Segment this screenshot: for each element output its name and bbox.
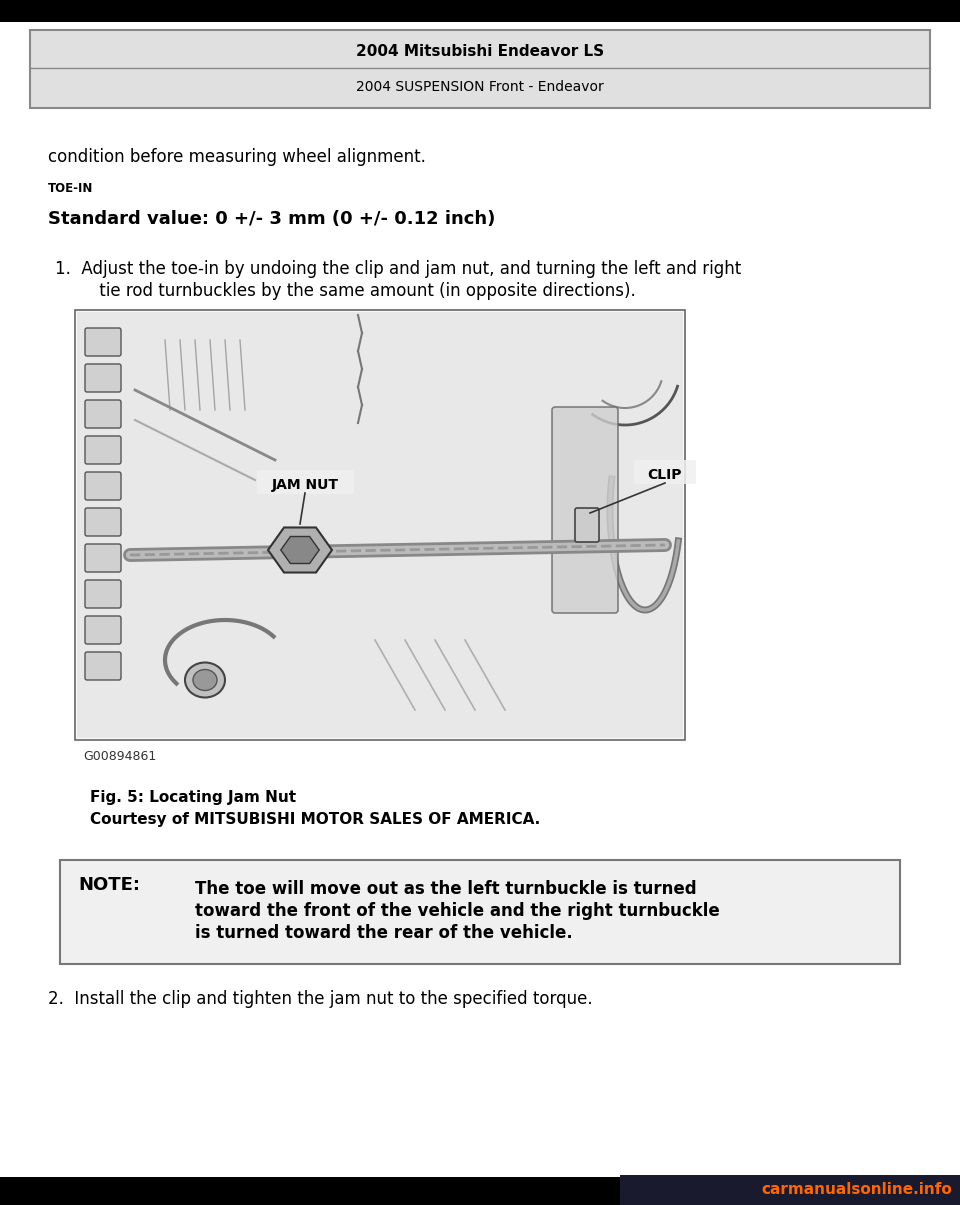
FancyBboxPatch shape (85, 616, 121, 643)
FancyBboxPatch shape (552, 407, 618, 613)
FancyBboxPatch shape (85, 543, 121, 572)
FancyBboxPatch shape (85, 652, 121, 680)
FancyBboxPatch shape (0, 0, 960, 22)
FancyBboxPatch shape (634, 460, 696, 484)
FancyBboxPatch shape (85, 509, 121, 536)
Text: The toe will move out as the left turnbuckle is turned: The toe will move out as the left turnbu… (195, 880, 697, 898)
FancyBboxPatch shape (85, 400, 121, 428)
Text: JAM NUT: JAM NUT (272, 478, 339, 492)
FancyBboxPatch shape (0, 1177, 960, 1205)
Text: G00894861: G00894861 (83, 750, 156, 763)
Ellipse shape (185, 663, 225, 698)
FancyBboxPatch shape (575, 509, 599, 542)
Ellipse shape (193, 670, 217, 690)
FancyBboxPatch shape (257, 470, 354, 494)
FancyBboxPatch shape (85, 364, 121, 392)
Text: Standard value: 0 +/- 3 mm (0 +/- 0.12 inch): Standard value: 0 +/- 3 mm (0 +/- 0.12 i… (48, 210, 495, 228)
FancyBboxPatch shape (85, 472, 121, 500)
FancyBboxPatch shape (620, 1175, 960, 1205)
FancyBboxPatch shape (85, 580, 121, 609)
Text: tie rod turnbuckles by the same amount (in opposite directions).: tie rod turnbuckles by the same amount (… (73, 282, 636, 300)
Text: carmanualsonline.info: carmanualsonline.info (761, 1182, 952, 1198)
Text: CLIP: CLIP (648, 468, 683, 482)
Text: 2.  Install the clip and tighten the jam nut to the specified torque.: 2. Install the clip and tighten the jam … (48, 991, 592, 1009)
FancyBboxPatch shape (60, 860, 900, 964)
Text: 1.  Adjust the toe-in by undoing the clip and jam nut, and turning the left and : 1. Adjust the toe-in by undoing the clip… (55, 260, 741, 278)
Text: Courtesy of MITSUBISHI MOTOR SALES OF AMERICA.: Courtesy of MITSUBISHI MOTOR SALES OF AM… (90, 812, 540, 827)
FancyBboxPatch shape (77, 312, 683, 737)
Text: TOE-IN: TOE-IN (48, 182, 93, 195)
Text: Fig. 5: Locating Jam Nut: Fig. 5: Locating Jam Nut (90, 790, 296, 805)
FancyBboxPatch shape (30, 30, 930, 108)
Polygon shape (280, 536, 319, 564)
Polygon shape (268, 528, 332, 572)
Text: NOTE:: NOTE: (78, 876, 140, 894)
FancyBboxPatch shape (75, 310, 685, 740)
FancyBboxPatch shape (85, 436, 121, 464)
FancyBboxPatch shape (85, 328, 121, 355)
Text: toward the front of the vehicle and the right turnbuckle: toward the front of the vehicle and the … (195, 903, 720, 919)
Text: condition before measuring wheel alignment.: condition before measuring wheel alignme… (48, 148, 426, 166)
Text: 2004 Mitsubishi Endeavor LS: 2004 Mitsubishi Endeavor LS (356, 45, 604, 59)
Text: 2004 SUSPENSION Front - Endeavor: 2004 SUSPENSION Front - Endeavor (356, 80, 604, 94)
Text: is turned toward the rear of the vehicle.: is turned toward the rear of the vehicle… (195, 924, 573, 942)
